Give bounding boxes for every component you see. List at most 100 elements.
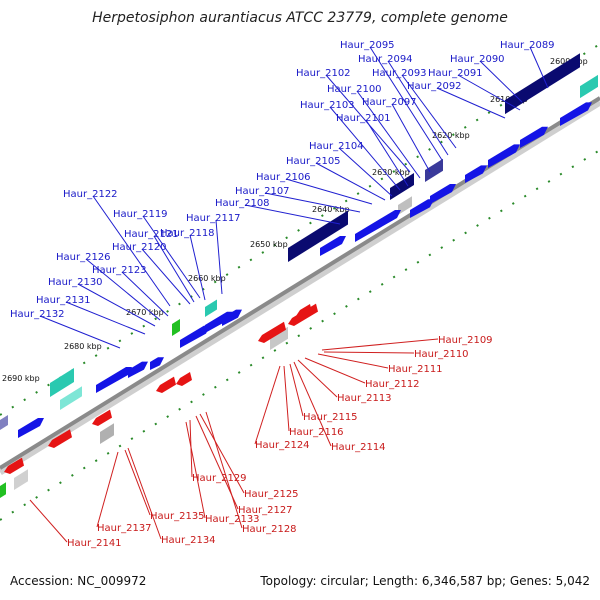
- reverse-gene-arrow: [156, 376, 176, 393]
- forward-gene-label[interactable]: Haur_2122: [63, 189, 118, 200]
- reverse-label-leader: [199, 413, 245, 494]
- forward-label-leader: [121, 271, 169, 317]
- forward-gene-label[interactable]: Haur_2090: [450, 54, 505, 65]
- forward-gene-arrow: [128, 361, 148, 378]
- gene-feature-block: [50, 368, 74, 398]
- kbp-tick-label: 2690 kbp: [2, 374, 40, 383]
- kbp-tick-label: 2620 kbp: [432, 131, 470, 140]
- forward-gene-label[interactable]: Haur_2117: [186, 213, 241, 224]
- kbp-tick-label: 2650 kbp: [250, 240, 288, 249]
- forward-gene-label[interactable]: Haur_2119: [113, 209, 168, 220]
- forward-gene-label[interactable]: Haur_2108: [215, 198, 270, 209]
- reverse-label-leader: [254, 365, 281, 445]
- reverse-gene-label[interactable]: Haur_2112: [365, 379, 420, 390]
- reverse-gene-label[interactable]: Haur_2128: [242, 524, 297, 535]
- forward-gene-arrow: [96, 367, 132, 393]
- gene-feature-block: [288, 210, 348, 263]
- forward-label-leader: [325, 74, 411, 173]
- forward-gene-label[interactable]: Haur_2105: [286, 156, 341, 167]
- forward-label-leader: [479, 60, 523, 103]
- forward-gene-label[interactable]: Haur_2102: [296, 68, 351, 79]
- forward-label-leader: [315, 162, 386, 201]
- map-title: Herpetosiphon aurantiacus ATCC 23779, co…: [92, 10, 508, 26]
- forward-label-leader: [85, 258, 161, 321]
- forward-label-leader: [391, 103, 431, 173]
- forward-gene-label[interactable]: Haur_2100: [327, 84, 382, 95]
- forward-label-leader: [436, 87, 506, 119]
- gene-feature-block: [60, 386, 82, 411]
- forward-label-leader: [338, 147, 393, 197]
- reverse-gene-label[interactable]: Haur_2133: [205, 514, 260, 525]
- reverse-gene-arrow: [92, 409, 112, 426]
- forward-gene-label[interactable]: Haur_2092: [407, 81, 462, 92]
- reverse-gene-label[interactable]: Haur_2111: [388, 364, 443, 375]
- forward-gene-arrow: [488, 144, 520, 168]
- forward-gene-label[interactable]: Haur_2091: [428, 68, 483, 79]
- reverse-gene-label[interactable]: Haur_2134: [161, 535, 216, 546]
- gene-feature-block: [0, 415, 8, 430]
- forward-label-leader: [264, 192, 361, 213]
- reverse-gene-label[interactable]: Haur_2125: [244, 489, 299, 500]
- reverse-label-leader: [317, 353, 389, 369]
- forward-gene-label[interactable]: Haur_2121: [124, 229, 179, 240]
- forward-gene-label[interactable]: Haur_2131: [36, 295, 91, 306]
- accession-text: Accession: NC_009972: [10, 574, 147, 588]
- reverse-gene-label[interactable]: Haur_2141: [67, 538, 122, 549]
- forward-label-leader: [356, 90, 421, 179]
- reverse-label-leader: [304, 357, 366, 384]
- gene-feature-block: [270, 326, 288, 351]
- forward-label-leader: [92, 195, 171, 307]
- forward-label-leader: [215, 219, 223, 295]
- forward-gene-label[interactable]: Haur_2089: [500, 40, 555, 51]
- reverse-gene-arrow: [176, 372, 192, 386]
- forward-gene-label[interactable]: Haur_2093: [372, 68, 427, 79]
- topology-text: Topology: circular; Length: 6,346,587 bp…: [260, 574, 590, 588]
- forward-gene-label[interactable]: Haur_2103: [300, 100, 355, 111]
- forward-gene-label[interactable]: Haur_2106: [256, 172, 311, 183]
- reverse-label-leader: [293, 361, 332, 447]
- reverse-gene-label[interactable]: Haur_2135: [150, 511, 205, 522]
- reverse-gene-label[interactable]: Haur_2127: [238, 505, 293, 516]
- forward-label-leader: [401, 74, 457, 149]
- forward-gene-label[interactable]: Haur_2097: [362, 97, 417, 108]
- forward-gene-label[interactable]: Haur_2101: [336, 113, 391, 124]
- reverse-label-leader: [127, 447, 162, 540]
- reverse-gene-arrow: [296, 304, 312, 318]
- reverse-gene-label[interactable]: Haur_2109: [438, 335, 493, 346]
- forward-gene-label[interactable]: Haur_2126: [56, 252, 111, 263]
- forward-gene-arrow: [320, 236, 346, 256]
- forward-gene-label[interactable]: Haur_2095: [340, 40, 395, 51]
- reverse-gene-label[interactable]: Haur_2110: [414, 349, 469, 360]
- genome-backbone-shadow: [0, 99, 600, 475]
- forward-gene-arrow: [410, 199, 434, 218]
- forward-gene-label[interactable]: Haur_2094: [358, 54, 413, 65]
- forward-gene-arrow: [222, 309, 242, 326]
- reverse-gene-label[interactable]: Haur_2124: [255, 440, 310, 451]
- kbp-tick-label: 2660 kbp: [188, 274, 226, 283]
- forward-gene-label[interactable]: Haur_2130: [48, 277, 103, 288]
- gene-feature-block: [14, 469, 28, 491]
- forward-gene-arrow: [150, 357, 164, 370]
- reverse-gene-label[interactable]: Haur_2129: [192, 473, 247, 484]
- reverse-gene-label[interactable]: Haur_2137: [97, 523, 152, 534]
- forward-gene-label[interactable]: Haur_2118: [160, 228, 215, 239]
- gene-feature-block: [390, 173, 414, 201]
- reverse-gene-label[interactable]: Haur_2114: [331, 442, 386, 453]
- forward-gene-label[interactable]: Haur_2120: [112, 242, 167, 253]
- forward-gene-label[interactable]: Haur_2104: [309, 141, 364, 152]
- gene-feature-block: [100, 423, 114, 445]
- forward-gene-label[interactable]: Haur_2132: [10, 309, 65, 320]
- reverse-label-leader: [289, 363, 304, 417]
- reverse-gene-arrow: [4, 457, 24, 474]
- forward-gene-label[interactable]: Haur_2107: [235, 186, 290, 197]
- reverse-label-leader: [124, 449, 151, 516]
- forward-label-leader: [39, 315, 121, 349]
- reverse-label-leader: [297, 359, 338, 398]
- forward-gene-arrow: [430, 184, 456, 204]
- reverse-gene-label[interactable]: Haur_2116: [289, 427, 344, 438]
- reverse-gene-label[interactable]: Haur_2113: [337, 393, 392, 404]
- forward-gene-label[interactable]: Haur_2123: [92, 265, 147, 276]
- forward-label-leader: [189, 234, 206, 301]
- reverse-gene-label[interactable]: Haur_2115: [303, 412, 358, 423]
